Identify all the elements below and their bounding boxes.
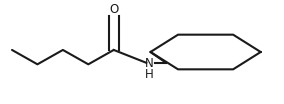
Text: H: H [145,68,153,81]
Text: N: N [145,57,153,70]
Text: O: O [109,3,118,16]
